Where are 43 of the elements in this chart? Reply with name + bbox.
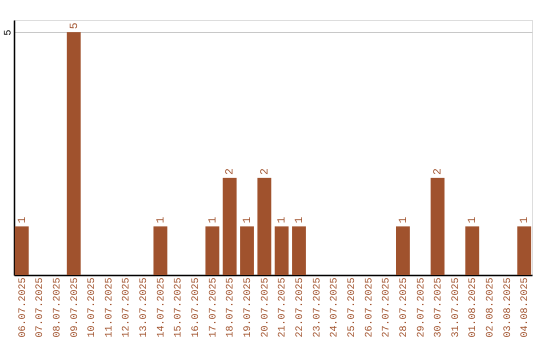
x-tick-label: 22.07.2025 (294, 278, 306, 338)
data-label: 2 (259, 168, 272, 175)
data-label: 1 (519, 216, 532, 224)
x-tick-label: 19.07.2025 (243, 278, 254, 338)
x-tick-label: 09.07.2025 (70, 278, 81, 338)
x-tick-label: 20.07.2025 (260, 278, 272, 338)
x-tick-label: 13.07.2025 (139, 278, 150, 338)
x-tick-label: 21.07.2025 (278, 278, 289, 338)
x-tick-label: 04.08.2025 (520, 278, 532, 338)
x-tick-label: 26.07.2025 (364, 278, 376, 338)
x-tick-label: 23.07.2025 (312, 278, 324, 338)
x-tick-label: 18.07.2025 (226, 278, 237, 338)
data-label: 2 (224, 168, 237, 175)
x-tick-label: 10.07.2025 (87, 278, 98, 338)
x-tick-label: 07.07.2025 (35, 278, 46, 338)
x-tick-label: 03.08.2025 (502, 278, 514, 338)
x-tick-label: 27.07.2025 (382, 278, 393, 338)
data-label: 2 (432, 168, 445, 175)
data-label: 1 (16, 216, 29, 224)
x-tick-label: 31.07.2025 (450, 278, 462, 338)
x-tick-label: 01.08.2025 (468, 278, 480, 338)
data-label: 5 (68, 22, 81, 30)
x-tick-label: 30.07.2025 (434, 278, 445, 338)
data-label: 1 (398, 216, 410, 224)
data-label: 1 (207, 216, 220, 224)
x-tick-label: 28.07.2025 (398, 278, 410, 338)
data-label: 1 (242, 216, 254, 224)
x-tick-label: 11.07.2025 (104, 278, 116, 338)
x-tick-label: 02.08.2025 (486, 278, 497, 338)
x-tick-label: 29.07.2025 (416, 278, 428, 338)
data-label: 1 (276, 216, 289, 224)
data-label: 1 (467, 216, 480, 224)
x-tick-label: 16.07.2025 (191, 278, 202, 338)
x-tick-label: 14.07.2025 (156, 278, 168, 338)
x-tick-label: 06.07.2025 (18, 278, 29, 338)
x-tick-label: 17.07.2025 (208, 278, 220, 338)
data-label: 1 (155, 216, 168, 224)
x-tick-label: 12.07.2025 (122, 278, 133, 338)
x-tick-label: 15.07.2025 (174, 278, 185, 338)
x-tick-label: 08.07.2025 (52, 278, 64, 338)
x-tick-label: 24.07.2025 (330, 278, 341, 338)
data-label: 1 (294, 216, 306, 224)
x-tick-label: 25.07.2025 (346, 278, 358, 338)
